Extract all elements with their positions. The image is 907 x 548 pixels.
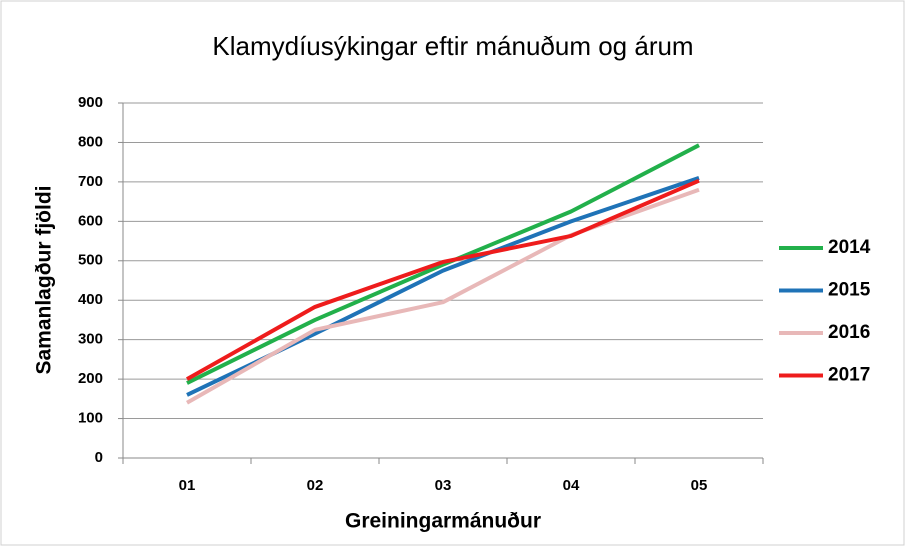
x-tick-label: 04 <box>563 477 580 494</box>
x-tick-label: 01 <box>179 477 196 494</box>
y-tick-label: 700 <box>78 173 103 190</box>
x-tick-label: 03 <box>435 477 452 494</box>
y-tick-label: 600 <box>78 212 103 229</box>
y-tick-label: 800 <box>78 133 103 150</box>
y-tick-label: 100 <box>78 410 103 427</box>
line-series <box>186 187 700 405</box>
legend-label: 2017 <box>828 365 870 386</box>
y-tick-label: 300 <box>78 331 103 348</box>
legend-label: 2015 <box>828 280 871 301</box>
legend-label: 2016 <box>828 322 870 343</box>
y-axis-title: Samanlagður fjöldi <box>33 185 56 374</box>
y-tick-label: 0 <box>95 449 103 466</box>
y-tick-label: 400 <box>78 291 103 308</box>
x-tick-label: 05 <box>691 477 708 494</box>
chart-title: Klamydíusýkingar eftir mánuðum og árum <box>212 31 693 61</box>
line-series <box>186 178 700 381</box>
legend-label: 2014 <box>828 237 871 258</box>
x-tick-label: 02 <box>307 477 324 494</box>
y-tick-label: 900 <box>78 94 103 111</box>
line-series <box>186 143 700 385</box>
y-tick-label: 500 <box>78 252 103 269</box>
y-tick-label: 200 <box>78 370 103 387</box>
x-axis-title: Greiningarmánuður <box>345 510 541 533</box>
